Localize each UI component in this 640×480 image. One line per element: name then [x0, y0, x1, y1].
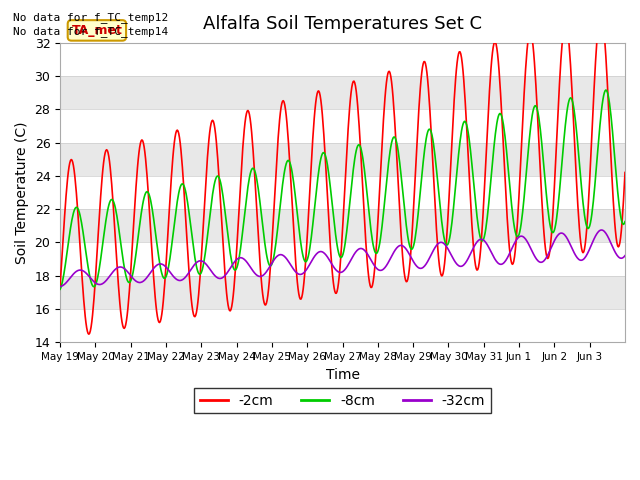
Bar — [60, 43, 625, 76]
Text: TA_met: TA_met — [72, 24, 122, 37]
Bar — [60, 109, 625, 143]
Bar — [60, 309, 625, 342]
Y-axis label: Soil Temperature (C): Soil Temperature (C) — [15, 121, 29, 264]
Text: No data for f_TC_temp12: No data for f_TC_temp12 — [13, 12, 168, 23]
Bar — [60, 242, 625, 276]
Text: No data for f_TC_temp14: No data for f_TC_temp14 — [13, 26, 168, 37]
X-axis label: Time: Time — [326, 368, 360, 382]
Title: Alfalfa Soil Temperatures Set C: Alfalfa Soil Temperatures Set C — [203, 15, 482, 33]
Bar — [60, 176, 625, 209]
Legend: -2cm, -8cm, -32cm: -2cm, -8cm, -32cm — [195, 388, 491, 413]
